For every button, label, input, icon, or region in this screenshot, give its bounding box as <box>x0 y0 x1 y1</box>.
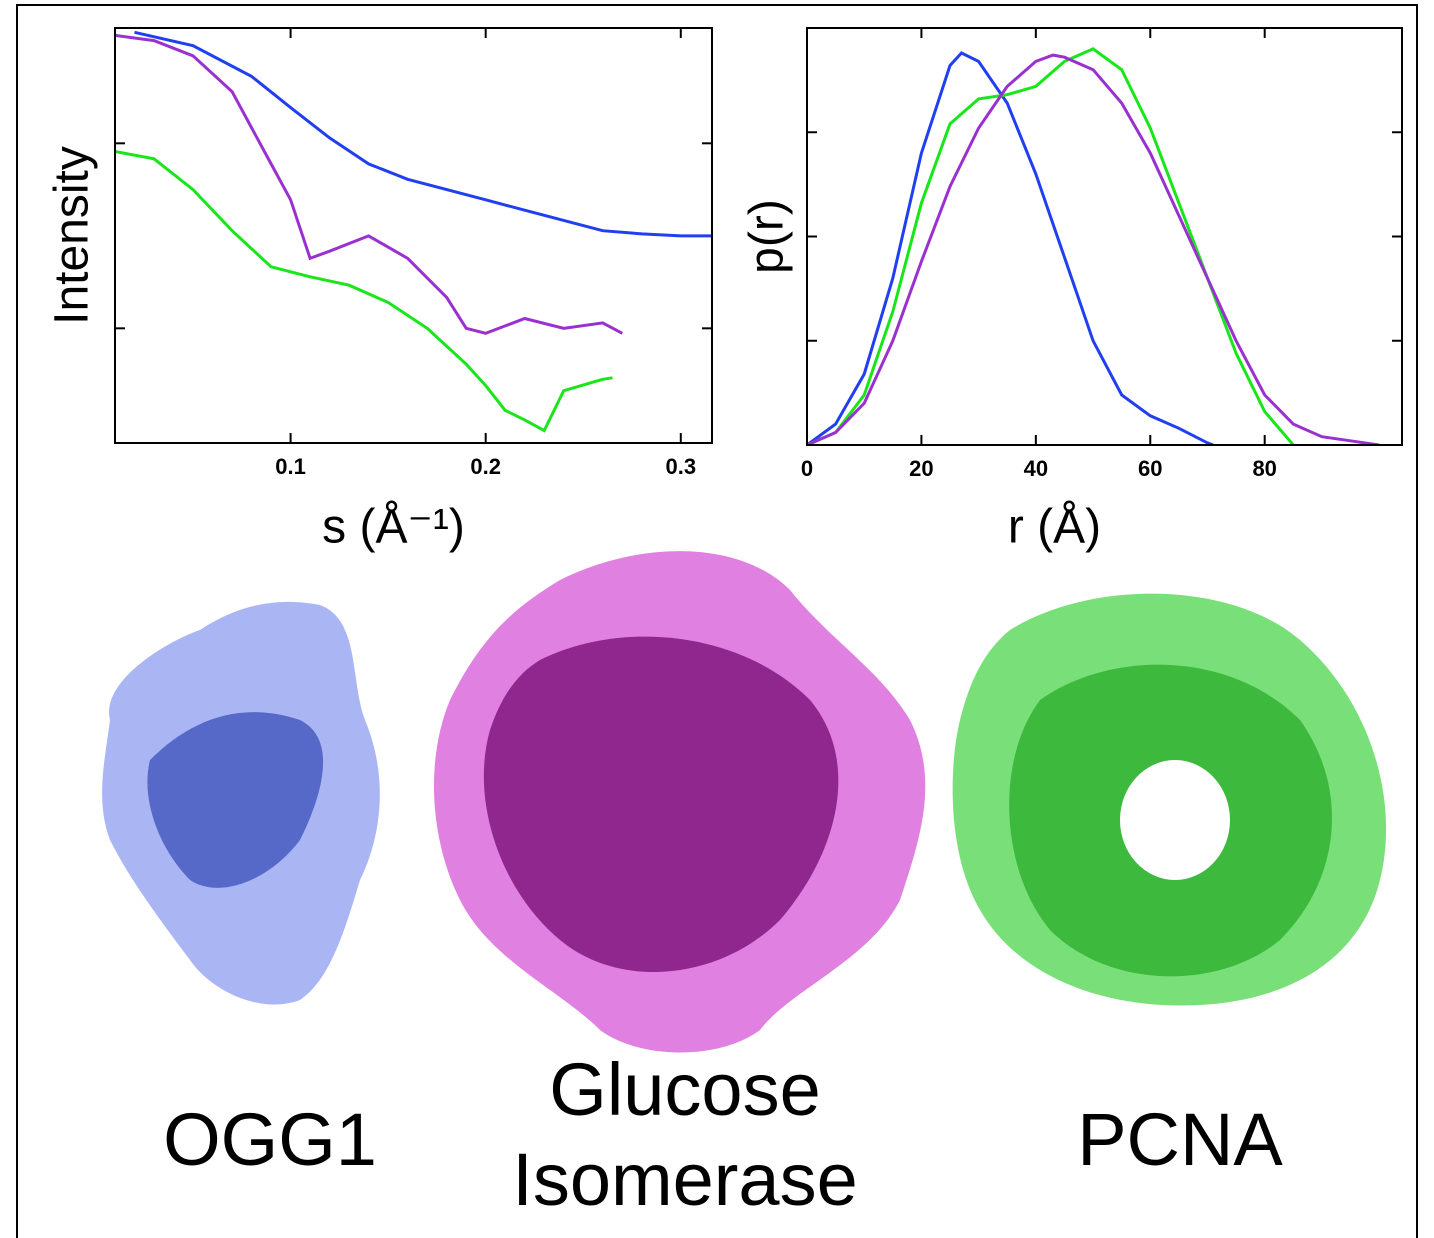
data-line <box>135 32 713 236</box>
ogg1-structure <box>102 602 380 1005</box>
x-tick-label: 0.2 <box>470 454 501 479</box>
data-line <box>807 55 1379 445</box>
x-axis-label: s (Å⁻¹) <box>322 501 465 554</box>
data-line <box>115 152 613 431</box>
y-axis-label: Intensity <box>46 146 99 325</box>
plot-frame <box>115 28 712 443</box>
x-tick-label: 20 <box>909 456 933 481</box>
figure: 0.1 0.2 0.3 s (Å⁻¹) Intensity 0 20 40 60 80 r (Å) p… <box>0 0 1434 1238</box>
structure-label: PCNA <box>1020 1095 1340 1185</box>
y-axis-label: p(r) <box>741 199 794 274</box>
glucose-isomerase-structure <box>434 551 925 1052</box>
structure-label: OGG1 <box>120 1095 420 1185</box>
x-tick-label: 40 <box>1024 456 1048 481</box>
data-line <box>807 49 1293 445</box>
plot-area <box>807 49 1379 445</box>
plot-frame <box>807 28 1402 445</box>
pcna-structure <box>953 594 1386 1006</box>
plot-area <box>115 32 712 430</box>
data-line <box>115 35 622 333</box>
structure-label: Glucose Isomerase <box>480 1045 890 1225</box>
x-tick-label: 0.1 <box>275 454 306 479</box>
x-tick-label: 60 <box>1138 456 1162 481</box>
x-axis-label: r (Å) <box>1008 501 1101 554</box>
x-tick-label: 80 <box>1252 456 1276 481</box>
x-tick-label: 0.3 <box>665 454 696 479</box>
x-tick-label: 0 <box>801 456 813 481</box>
